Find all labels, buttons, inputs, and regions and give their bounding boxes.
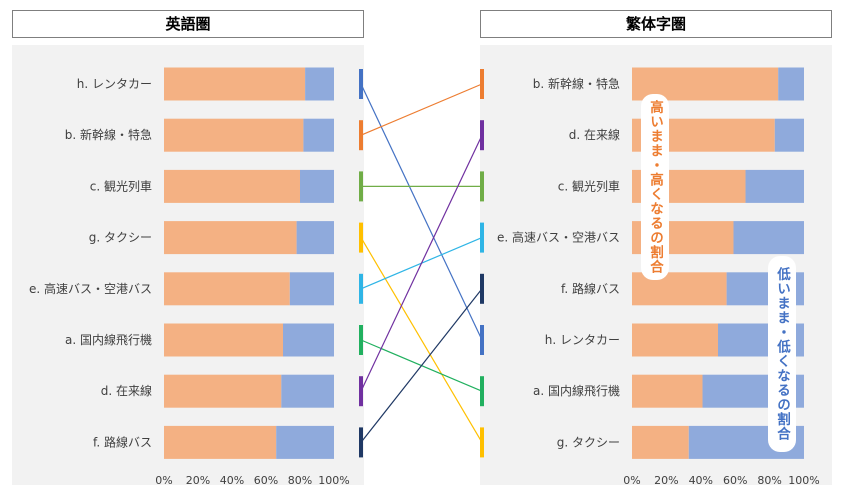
left-bar-low bbox=[300, 169, 334, 203]
left-category-label: a. 国内線飛行機 bbox=[65, 332, 152, 347]
left-bar-low bbox=[289, 272, 334, 306]
left-bar-low bbox=[305, 67, 334, 101]
left-chart-panel bbox=[12, 45, 364, 485]
right-x-tick-label: 100% bbox=[788, 474, 819, 487]
rank-connector-line bbox=[360, 134, 483, 392]
left-x-tick-label: 20% bbox=[186, 474, 210, 487]
left-category-label: b. 新幹線・特急 bbox=[65, 127, 152, 142]
left-rank-marker bbox=[359, 376, 363, 407]
right-category-label: h. レンタカー bbox=[545, 333, 620, 347]
left-bar-high bbox=[164, 67, 306, 101]
right-x-tick-label: 60% bbox=[723, 474, 747, 487]
left-category-label: f. 路線バス bbox=[93, 434, 152, 449]
right-bar-low bbox=[778, 67, 804, 101]
left-bar-high bbox=[164, 425, 277, 459]
high-ratio-callout: 高いまま・高くなるの割合 bbox=[641, 94, 669, 280]
rank-connector-line bbox=[360, 83, 483, 341]
right-bar-low bbox=[733, 221, 804, 255]
right-category-label: a. 国内線飛行機 bbox=[533, 383, 620, 398]
right-x-tick-label: 20% bbox=[654, 474, 678, 487]
left-bar-low bbox=[281, 374, 334, 408]
right-rank-marker bbox=[480, 427, 484, 458]
left-category-label: g. タクシー bbox=[89, 231, 152, 245]
right-category-label: f. 路線バス bbox=[561, 281, 620, 296]
right-category-label: d. 在来線 bbox=[569, 127, 620, 142]
left-category-label: e. 高速バス・空港バス bbox=[29, 281, 152, 296]
left-bar-high bbox=[164, 272, 290, 306]
left-rank-marker bbox=[359, 171, 363, 202]
right-x-tick-label: 80% bbox=[757, 474, 781, 487]
right-category-label: c. 観光列車 bbox=[558, 179, 620, 193]
right-rank-marker bbox=[480, 222, 484, 253]
left-bar-low bbox=[296, 221, 334, 255]
right-rank-marker bbox=[480, 376, 484, 407]
left-bar-high bbox=[164, 374, 282, 408]
right-rank-marker bbox=[480, 273, 484, 304]
left-x-tick-label: 100% bbox=[318, 474, 349, 487]
right-bar-high bbox=[632, 425, 689, 459]
right-x-tick-label: 0% bbox=[623, 474, 640, 487]
right-rank-marker bbox=[480, 171, 484, 202]
low-ratio-callout: 低いまま・低くなるの割合 bbox=[768, 256, 796, 452]
left-x-tick-label: 60% bbox=[254, 474, 278, 487]
left-bar-high bbox=[164, 323, 283, 357]
left-category-label: h. レンタカー bbox=[77, 77, 152, 91]
right-rank-marker bbox=[480, 69, 484, 99]
left-rank-marker bbox=[359, 325, 363, 355]
left-rank-marker bbox=[359, 273, 363, 304]
left-category-label: d. 在来線 bbox=[101, 383, 152, 398]
right-category-label: g. タクシー bbox=[557, 435, 620, 449]
left-rank-marker bbox=[359, 69, 363, 99]
left-x-tick-label: 80% bbox=[288, 474, 312, 487]
left-bar-low bbox=[283, 323, 334, 357]
left-rank-marker bbox=[359, 222, 363, 253]
left-category-label: c. 観光列車 bbox=[90, 179, 152, 193]
left-x-tick-label: 0% bbox=[155, 474, 172, 487]
rank-connector-line bbox=[360, 237, 483, 443]
right-rank-marker bbox=[480, 325, 484, 355]
right-x-tick-label: 40% bbox=[689, 474, 713, 487]
left-bar-high bbox=[164, 221, 297, 255]
left-rank-marker bbox=[359, 427, 363, 458]
right-bar-low bbox=[774, 118, 804, 152]
right-rank-marker bbox=[480, 120, 484, 151]
left-bar-low bbox=[276, 425, 334, 459]
left-rank-marker bbox=[359, 120, 363, 151]
left-panel-title: 英語圏 bbox=[12, 10, 364, 38]
left-bar-high bbox=[164, 169, 300, 203]
rank-connector-line bbox=[360, 288, 483, 443]
left-bar-low bbox=[303, 118, 334, 152]
left-bar-high bbox=[164, 118, 304, 152]
rank-connector-line bbox=[360, 83, 483, 136]
right-bar-low bbox=[745, 169, 804, 203]
right-category-label: b. 新幹線・特急 bbox=[533, 76, 620, 91]
right-category-label: e. 高速バス・空港バス bbox=[497, 230, 620, 245]
left-x-tick-label: 40% bbox=[220, 474, 244, 487]
right-bar-high bbox=[632, 374, 703, 408]
left-bar-chart: h. レンタカー b. 新幹線・特急 c. 観光列車 g. タクシー e. 高速バス・空… bbox=[29, 67, 350, 487]
right-bar-high bbox=[632, 323, 718, 357]
right-panel-title: 繁体字圏 bbox=[480, 10, 832, 38]
